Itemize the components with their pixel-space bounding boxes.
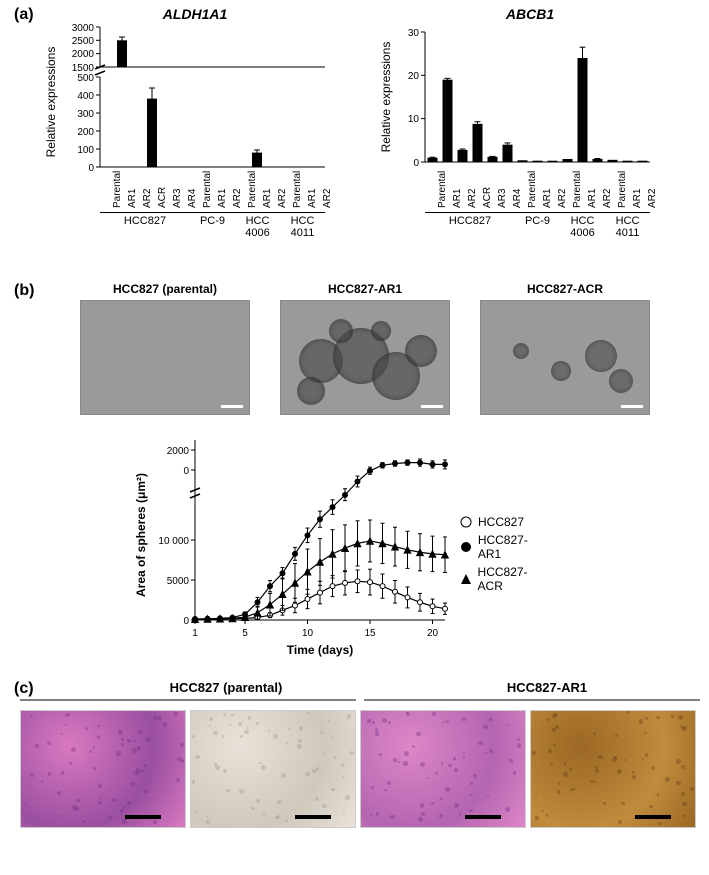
histo-parental-he bbox=[20, 710, 186, 828]
svg-text:500: 500 bbox=[77, 73, 94, 84]
legend-hcc827: HCC827 bbox=[460, 515, 550, 529]
growth-legend: HCC827 HCC827-AR1 HCC827-ACR bbox=[460, 515, 550, 597]
micrograph-acr-img bbox=[480, 300, 650, 415]
micrograph-row: HCC827 (parental) HCC827-AR1 HCC827-ACR bbox=[80, 282, 650, 415]
panelc-label-right: HCC827-AR1 bbox=[392, 680, 702, 695]
micrograph-parental-img bbox=[80, 300, 250, 415]
scale-bar-icon bbox=[221, 405, 243, 408]
abcb1-chart: ABCB1 30 20 10 0 Relative expressions Pa… bbox=[380, 6, 680, 247]
svg-text:300: 300 bbox=[77, 109, 94, 120]
svg-text:2000: 2000 bbox=[72, 49, 95, 60]
scale-bar-icon bbox=[621, 405, 643, 408]
legend-hcc827-label: HCC827 bbox=[478, 515, 524, 529]
svg-text:Time (days): Time (days) bbox=[287, 643, 353, 657]
circle-filled-icon bbox=[460, 541, 472, 553]
micrograph-ar1-img bbox=[280, 300, 450, 415]
svg-text:0: 0 bbox=[183, 466, 189, 477]
svg-text:20: 20 bbox=[408, 71, 420, 82]
panel-c-label: (c) bbox=[14, 680, 34, 698]
svg-text:1: 1 bbox=[192, 628, 198, 639]
legend-acr-label: HCC827-ACR bbox=[478, 565, 550, 593]
aldh1a1-xlabels: ParentalAR1AR2ACRAR3AR4ParentalAR1AR2Par… bbox=[100, 156, 325, 216]
panel-a-label: (a) bbox=[14, 6, 34, 24]
svg-text:0: 0 bbox=[88, 163, 94, 174]
circle-open-icon bbox=[460, 516, 472, 528]
micrograph-acr-label: HCC827-ACR bbox=[480, 282, 650, 296]
svg-text:5: 5 bbox=[242, 628, 248, 639]
panelc-underline-icon bbox=[20, 697, 700, 705]
svg-text:0: 0 bbox=[183, 616, 189, 627]
growth-chart: 0 5000 10 000 0 2000 1 5 10 15 20 Time (… bbox=[130, 430, 550, 660]
abcb1-groups: HCC827PC-9HCC 4006HCC 4011 bbox=[425, 212, 650, 239]
svg-text:10: 10 bbox=[408, 114, 420, 125]
svg-text:5000: 5000 bbox=[167, 576, 190, 587]
micrograph-acr: HCC827-ACR bbox=[480, 282, 650, 415]
legend-ar1-label: HCC827-AR1 bbox=[478, 533, 550, 561]
scale-bar-icon bbox=[421, 405, 443, 408]
scale-bar-icon bbox=[125, 815, 161, 819]
svg-text:20: 20 bbox=[427, 628, 439, 639]
svg-text:30: 30 bbox=[408, 28, 420, 39]
svg-text:0: 0 bbox=[413, 158, 419, 169]
aldh1a1-groups: HCC827PC-9HCC 4006HCC 4011 bbox=[100, 212, 325, 239]
micrograph-ar1-label: HCC827-AR1 bbox=[280, 282, 450, 296]
svg-text:Relative expressions: Relative expressions bbox=[45, 47, 58, 158]
svg-text:10: 10 bbox=[302, 628, 314, 639]
triangle-filled-icon bbox=[460, 573, 472, 585]
svg-text:400: 400 bbox=[77, 91, 94, 102]
panelc-label-left: HCC827 (parental) bbox=[60, 680, 392, 695]
legend-acr: HCC827-ACR bbox=[460, 565, 550, 593]
svg-text:100: 100 bbox=[77, 145, 94, 156]
histo-ar1-he bbox=[360, 710, 526, 828]
legend-ar1: HCC827-AR1 bbox=[460, 533, 550, 561]
svg-text:2000: 2000 bbox=[167, 446, 190, 457]
svg-text:3000: 3000 bbox=[72, 23, 95, 34]
scale-bar-icon bbox=[465, 815, 501, 819]
micrograph-parental: HCC827 (parental) bbox=[80, 282, 250, 415]
histo-ar1-ihc bbox=[530, 710, 696, 828]
aldh1a1-title: ALDH1A1 bbox=[45, 6, 345, 22]
histo-parental-ihc bbox=[190, 710, 356, 828]
svg-text:Relative expressions: Relative expressions bbox=[380, 42, 393, 153]
abcb1-xlabels: ParentalAR1AR2ACRAR3AR4ParentalAR1AR2Par… bbox=[425, 156, 650, 216]
panel-b-label: (b) bbox=[14, 282, 34, 300]
svg-text:200: 200 bbox=[77, 127, 94, 138]
svg-text:2500: 2500 bbox=[72, 36, 95, 47]
micrograph-ar1: HCC827-AR1 bbox=[280, 282, 450, 415]
svg-text:15: 15 bbox=[364, 628, 376, 639]
abcb1-title: ABCB1 bbox=[380, 6, 680, 22]
svg-text:Area of spheres (μm²): Area of spheres (μm²) bbox=[134, 473, 148, 597]
svg-text:10 000: 10 000 bbox=[158, 536, 189, 547]
histo-row bbox=[20, 710, 696, 828]
scale-bar-icon bbox=[295, 815, 331, 819]
micrograph-parental-label: HCC827 (parental) bbox=[80, 282, 250, 296]
scale-bar-icon bbox=[635, 815, 671, 819]
aldh1a1-chart: ALDH1A1 3000 2500 2000 1500 500 400 300 … bbox=[45, 6, 345, 247]
